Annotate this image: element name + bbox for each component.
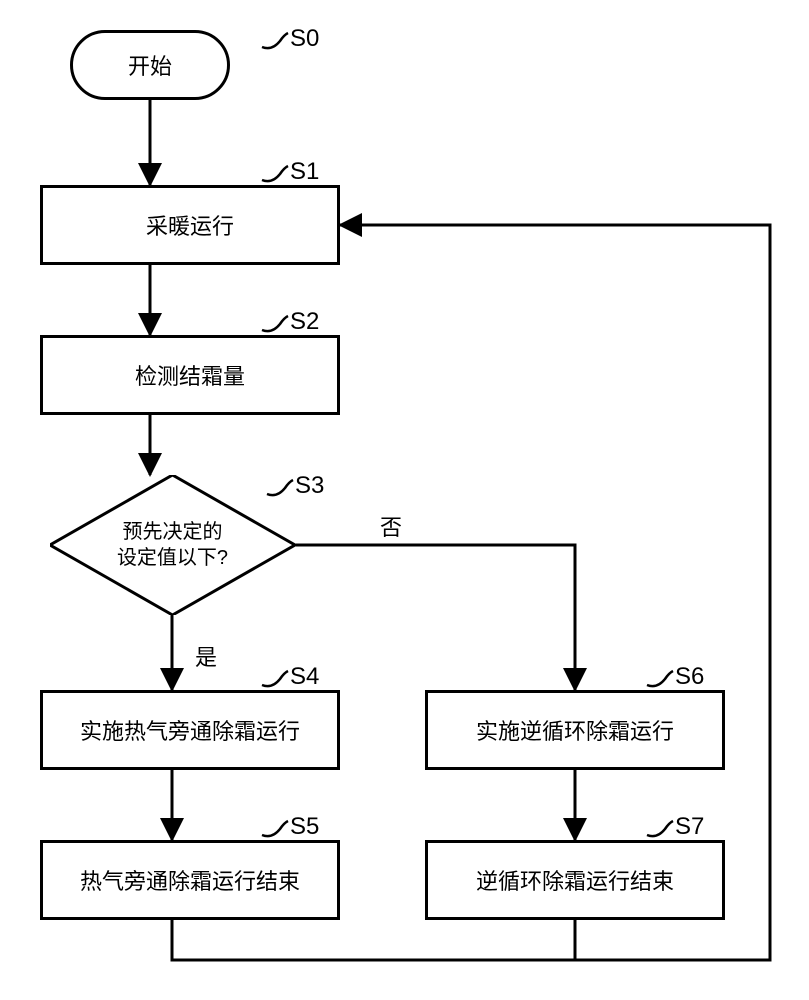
- node-s3-label: 预先决定的 设定值以下?: [117, 519, 228, 571]
- edge-label-yes: 是: [195, 640, 217, 672]
- step-label-s0: S0: [260, 25, 319, 53]
- node-reverse-cycle-defrost: 实施逆循环除霜运行: [425, 690, 725, 770]
- node-s4-label: 实施热气旁通除霜运行: [80, 714, 300, 746]
- node-hotgas-defrost-end: 热气旁通除霜运行结束: [40, 840, 340, 920]
- step-label-s4: S4: [260, 663, 319, 691]
- step-label-s5: S5: [260, 813, 319, 841]
- node-s5-label: 热气旁通除霜运行结束: [80, 864, 300, 896]
- edge-label-no: 否: [380, 510, 402, 542]
- node-detect-frost: 检测结霜量: [40, 335, 340, 415]
- node-s1-label: 采暖运行: [146, 209, 234, 241]
- node-s7-label: 逆循环除霜运行结束: [476, 864, 674, 896]
- node-hotgas-bypass-defrost: 实施热气旁通除霜运行: [40, 690, 340, 770]
- node-s2-label: 检测结霜量: [135, 359, 245, 391]
- flowchart-canvas: 开始 S0 采暖运行 S1 检测结霜量 S2 预先决定的 设定值以下? S3 实…: [0, 0, 809, 1000]
- node-reverse-defrost-end: 逆循环除霜运行结束: [425, 840, 725, 920]
- step-label-s6: S6: [645, 663, 704, 691]
- step-label-s3: S3: [265, 472, 324, 500]
- node-s6-label: 实施逆循环除霜运行: [476, 714, 674, 746]
- node-start: 开始: [70, 30, 230, 100]
- node-decision-threshold: 预先决定的 设定值以下?: [50, 475, 295, 615]
- node-start-label: 开始: [128, 49, 172, 81]
- step-label-s2: S2: [260, 308, 319, 336]
- step-label-s1: S1: [260, 158, 319, 186]
- step-label-s7: S7: [645, 813, 704, 841]
- node-heating-operation: 采暖运行: [40, 185, 340, 265]
